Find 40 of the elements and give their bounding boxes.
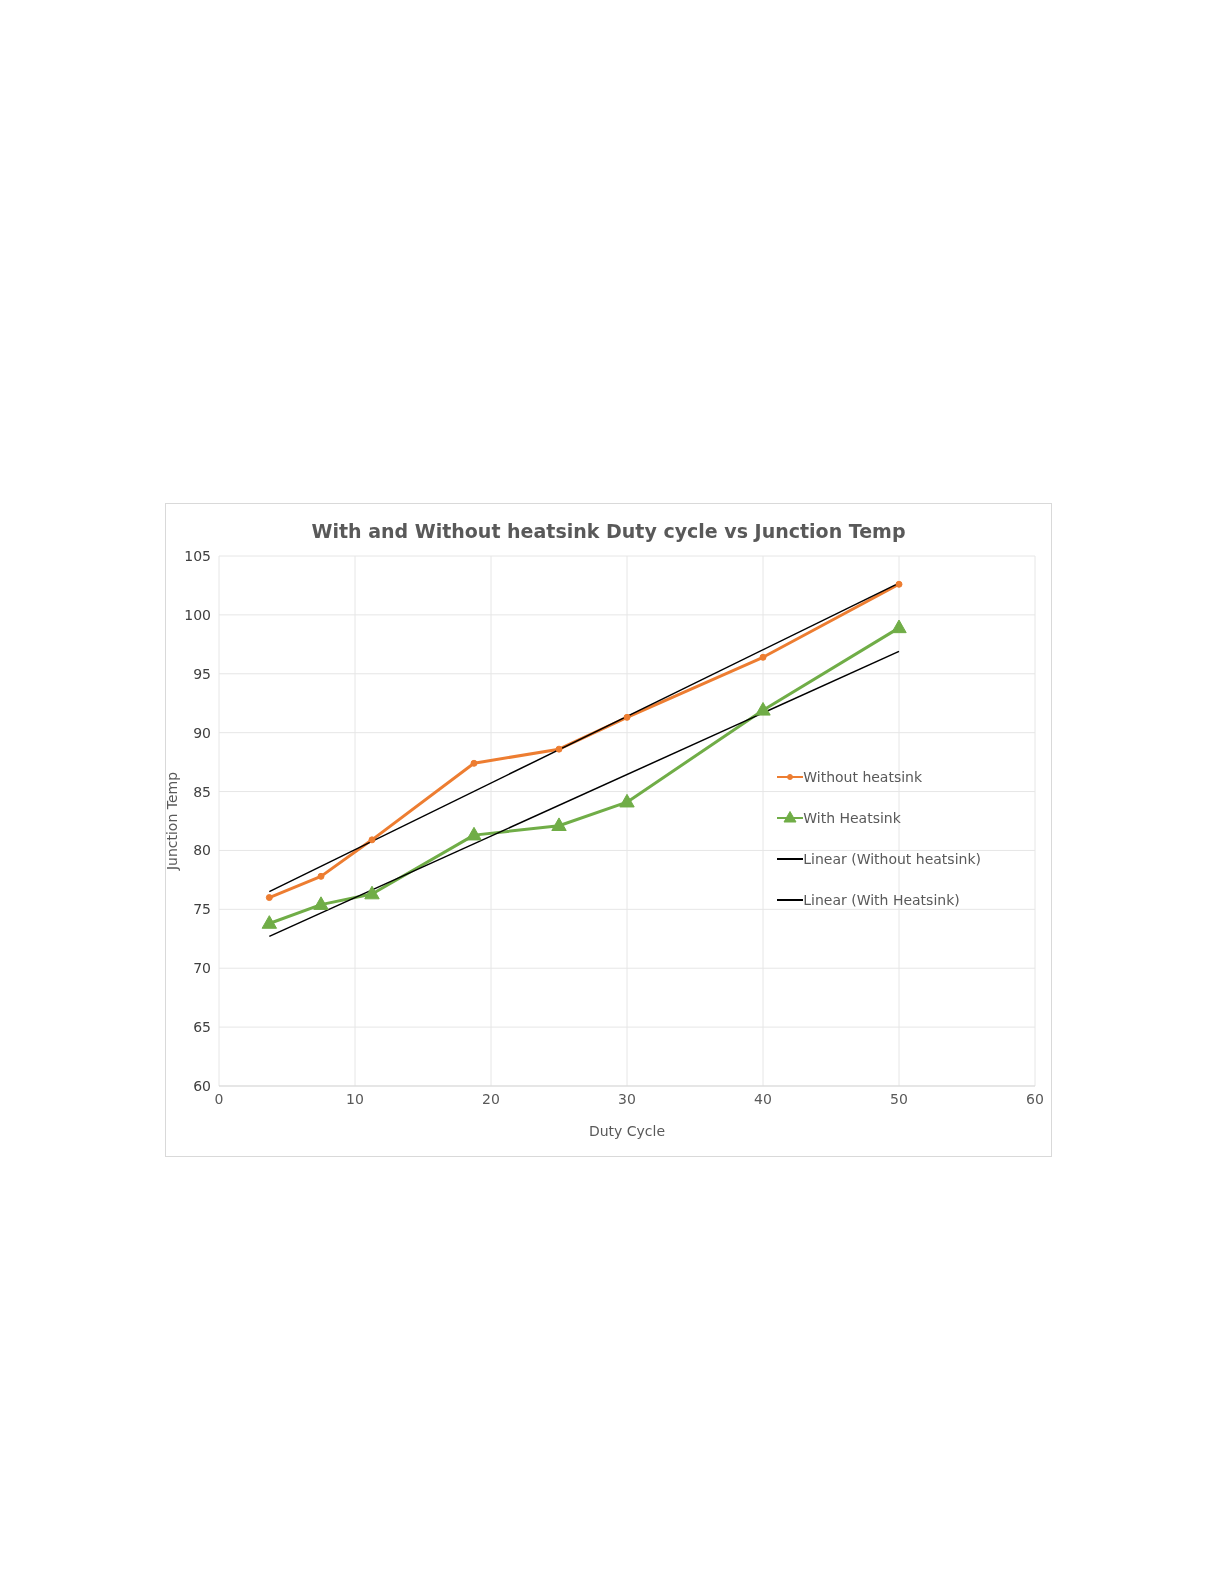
point (619, 793, 635, 808)
point (555, 745, 563, 753)
y-tick-label: 70 (193, 960, 211, 977)
x-tick-label: 20 (482, 1090, 500, 1107)
point (895, 580, 903, 588)
point (317, 872, 325, 880)
y-tick-label: 85 (193, 783, 211, 800)
y-tick-label: 95 (193, 665, 211, 682)
x-tick-label: 40 (754, 1090, 772, 1107)
point (551, 817, 567, 832)
point (755, 701, 771, 716)
chart-title: With and Without heatsink Duty cycle vs Junction Temp (310, 520, 907, 542)
point (891, 619, 907, 634)
point (313, 896, 329, 910)
y-axis-title: Junction Temp (163, 771, 180, 872)
point (759, 653, 767, 661)
y-tick-label: 105 (184, 547, 211, 564)
point (466, 826, 482, 841)
point (470, 759, 478, 767)
y-tick-label: 100 (184, 606, 211, 623)
legend-label: With Heatsink (803, 809, 901, 826)
y-tick-label: 90 (193, 724, 211, 741)
y-tick-label: 65 (193, 1019, 211, 1036)
y-tick-label: 75 (193, 901, 211, 918)
point (364, 885, 380, 900)
legend-label: Without heatsink (803, 768, 923, 785)
x-tick-label: 60 (1026, 1090, 1044, 1107)
x-tick-label: 0 (214, 1090, 224, 1107)
x-tick-label: 50 (890, 1090, 908, 1107)
point (623, 713, 631, 721)
x-tick-label: 30 (618, 1090, 636, 1107)
legend-label: Linear (With Heatsink) (803, 891, 960, 908)
legend-label: Linear (Without heatsink) (803, 850, 981, 867)
x-axis-title: Duty Cycle (588, 1123, 666, 1139)
point (265, 894, 273, 902)
point (368, 836, 376, 844)
y-tick-label: 60 (193, 1077, 211, 1094)
point (261, 915, 278, 929)
y-tick-label: 80 (193, 842, 211, 859)
x-tick-label: 10 (346, 1090, 364, 1107)
